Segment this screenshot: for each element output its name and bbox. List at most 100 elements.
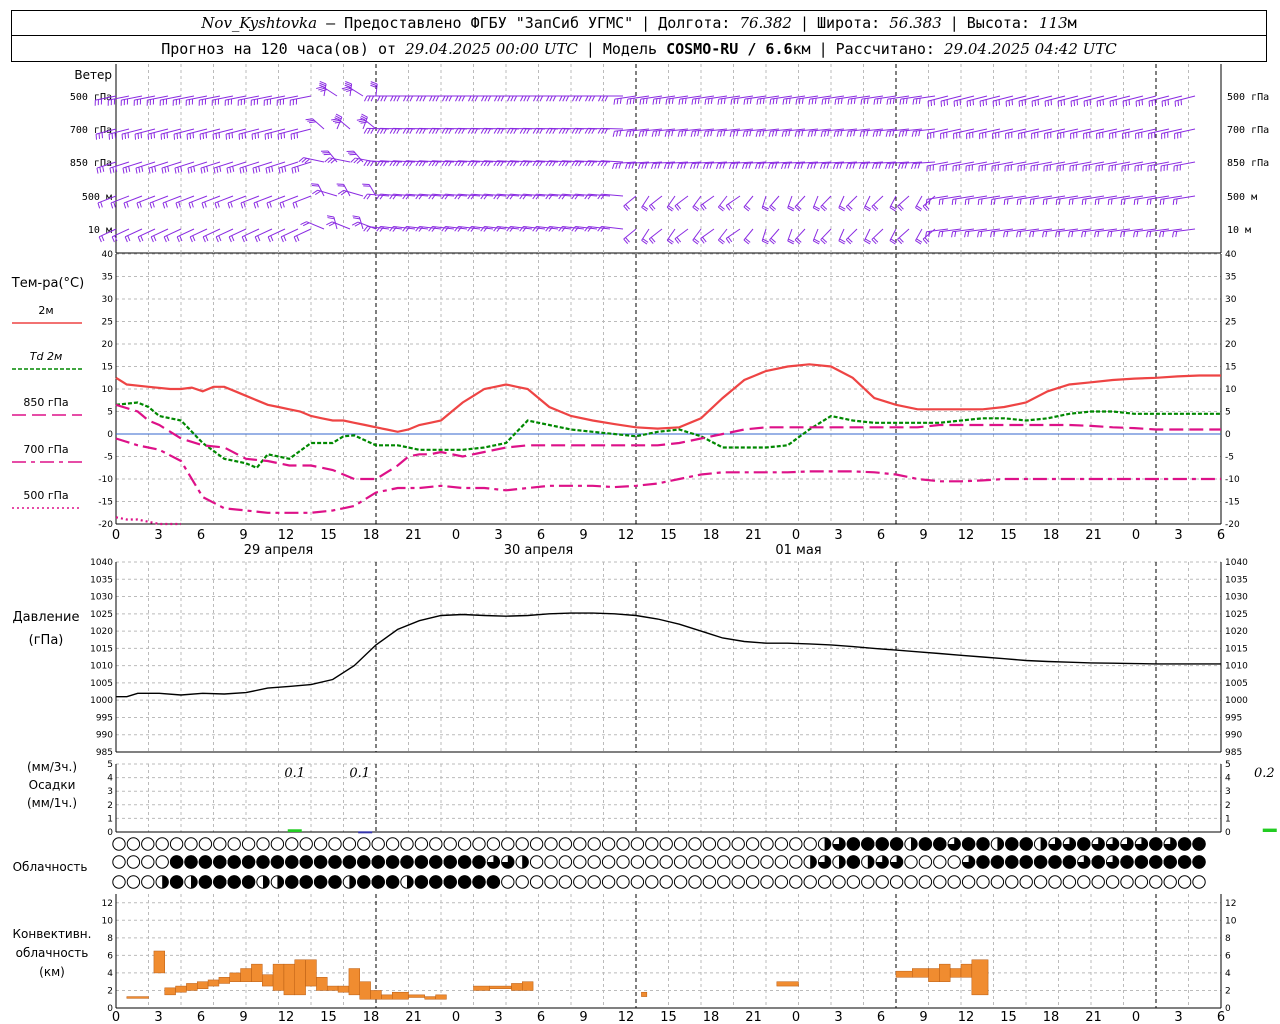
wind-barb bbox=[1056, 228, 1079, 233]
wind-barb-feather bbox=[1016, 199, 1019, 205]
wind-barb-feather bbox=[794, 131, 797, 137]
wind-barb-feather bbox=[1016, 231, 1019, 238]
wind-barb-feather bbox=[344, 82, 352, 87]
cloud-symbol bbox=[789, 875, 803, 889]
wind-barb-feather bbox=[510, 95, 514, 102]
wind-barb bbox=[601, 193, 624, 197]
wind-barb bbox=[215, 228, 234, 238]
station-name: Nov_Kyshtovka bbox=[201, 14, 318, 32]
wind-barb-feather bbox=[684, 130, 687, 137]
wind-barb-feather bbox=[396, 128, 401, 134]
wind-barb bbox=[705, 128, 728, 132]
cloud-symbol bbox=[817, 875, 832, 889]
wind-barb-feather bbox=[218, 235, 222, 242]
wind-barb bbox=[95, 95, 117, 101]
wind-barb-feather bbox=[1029, 199, 1032, 205]
wind-barb-feather bbox=[644, 162, 648, 169]
wind-barb-feather bbox=[561, 226, 567, 232]
wind-barb-feather bbox=[283, 235, 287, 242]
convective-xtick: 15 bbox=[660, 1010, 677, 1024]
wind-barb-feather bbox=[328, 222, 336, 227]
wind-barb-feather bbox=[597, 193, 602, 200]
wind-barb bbox=[549, 225, 572, 230]
cloud-symbol-fill bbox=[1106, 837, 1119, 851]
wind-barb bbox=[1134, 195, 1157, 200]
cloud-symbol-fill bbox=[1134, 855, 1149, 869]
temp-legend-label: 500 гПа bbox=[23, 489, 68, 502]
temp-ytick-left: 0 bbox=[107, 430, 113, 440]
wind-barb bbox=[966, 128, 988, 135]
wind-barb bbox=[744, 95, 767, 100]
cloud-symbol-fill bbox=[990, 855, 1005, 869]
wind-barb-feather bbox=[905, 98, 908, 104]
wind-barb bbox=[199, 128, 221, 135]
wind-barb bbox=[329, 157, 351, 163]
cloud-symbol bbox=[313, 837, 328, 851]
wind-barb-feather bbox=[693, 130, 697, 137]
wind-barb bbox=[536, 225, 559, 230]
wind-barb bbox=[510, 160, 533, 163]
cloud-symbol bbox=[918, 875, 933, 889]
wind-barb-feather bbox=[509, 226, 515, 232]
wind-barb-feather bbox=[228, 236, 232, 243]
wind-barb-feather bbox=[1136, 198, 1139, 205]
temp-xtick: 18 bbox=[1043, 528, 1060, 543]
cloud-symbol-fill bbox=[357, 875, 371, 889]
wind-barb bbox=[705, 161, 728, 164]
forecast-label: Прогноз на 120 часа(ов) от bbox=[161, 39, 397, 58]
wind-barb bbox=[200, 161, 221, 169]
wind-barb-feather bbox=[723, 98, 726, 104]
wind-barb-feather bbox=[548, 194, 553, 200]
wind-barb bbox=[1082, 228, 1105, 233]
wind-barb-feather bbox=[578, 128, 583, 134]
wind-barb-feather bbox=[788, 205, 795, 210]
cloud-title: Облачность bbox=[13, 860, 88, 874]
convective-axis-unit: (км) bbox=[39, 965, 65, 979]
wind-barb bbox=[601, 160, 624, 163]
wind-barb bbox=[926, 195, 949, 200]
wind-barb-feather bbox=[500, 128, 505, 134]
wind-barb-feather bbox=[487, 128, 492, 134]
temp-series-line bbox=[115, 516, 181, 526]
wind-barb-feather bbox=[291, 167, 294, 174]
wind-barb-feather bbox=[416, 95, 420, 102]
wind-barb-feather bbox=[389, 226, 394, 232]
wind-barb bbox=[348, 86, 364, 97]
wind-barb-feather bbox=[859, 131, 862, 137]
wind-barb-feather bbox=[526, 128, 531, 134]
precip-ytick-left: 0 bbox=[107, 828, 113, 838]
wind-barb bbox=[1148, 128, 1170, 135]
cloud-symbol bbox=[385, 837, 400, 851]
wind-barb-feather bbox=[587, 160, 592, 167]
wind-barb-feather bbox=[873, 99, 876, 105]
wind-barb-feather bbox=[523, 95, 527, 102]
temp-xtick: 6 bbox=[877, 528, 885, 543]
convective-cloud-cell bbox=[240, 968, 252, 982]
wind-barb bbox=[265, 161, 286, 169]
convective-cloud-cell bbox=[126, 996, 149, 999]
wind-barb bbox=[98, 228, 117, 238]
wind-barb-feather bbox=[821, 237, 828, 243]
cloud-symbol bbox=[673, 837, 688, 851]
wind-barb-feather bbox=[1042, 231, 1045, 238]
wind-barb-feather bbox=[693, 205, 700, 210]
convective-ytick-right: 8 bbox=[1225, 934, 1231, 944]
wind-barb-feather bbox=[1019, 198, 1022, 205]
wind-barb bbox=[966, 95, 988, 102]
wind-barb-feather bbox=[810, 163, 813, 169]
wind-barb-feather bbox=[415, 193, 420, 200]
wind-barb bbox=[147, 128, 169, 135]
wind-barb-feather bbox=[549, 128, 553, 134]
wind-barb-feather bbox=[1097, 198, 1100, 205]
wind-barb-feather bbox=[641, 130, 645, 137]
wind-barb-feather bbox=[680, 163, 683, 169]
wind-barb-feather bbox=[693, 238, 700, 243]
wind-barb-feather bbox=[176, 236, 180, 243]
cloud-symbol-fill bbox=[890, 855, 903, 869]
cloud-symbol-fill bbox=[976, 855, 990, 869]
wind-barb-feather bbox=[418, 194, 423, 200]
wind-barb bbox=[1070, 128, 1092, 135]
cloud-symbol bbox=[155, 855, 169, 869]
wind-barb-feather bbox=[558, 226, 563, 232]
wind-barb-feather bbox=[897, 163, 901, 170]
